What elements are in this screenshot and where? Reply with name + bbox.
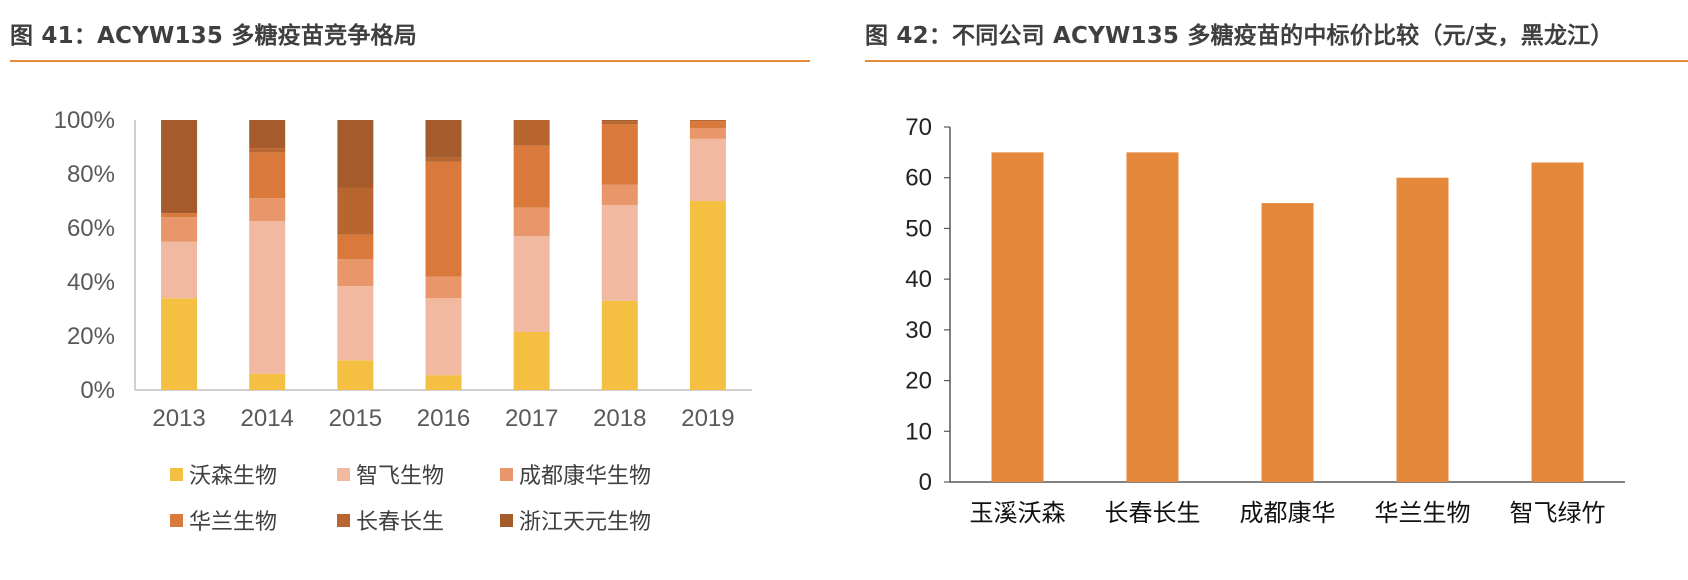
legend-item: 智飞生物 [337, 464, 444, 489]
right-figure-title: 图 42：不同公司 ACYW135 多糖疫苗的中标价比较（元/支，黑龙江） [865, 23, 1614, 49]
bar-segment [249, 120, 286, 149]
bar-segment [337, 360, 374, 390]
legend-label: 华兰生物 [189, 510, 277, 535]
x-tick-label: 2016 [417, 405, 470, 432]
y-tick-label: 60% [67, 215, 115, 242]
left-figure-title: 图 41：ACYW135 多糖疫苗竞争格局 [10, 23, 417, 49]
bar-segment [689, 128, 726, 139]
bar-segment [249, 221, 286, 374]
bar-segment [601, 124, 638, 185]
bar-segment [513, 236, 550, 332]
bar-segment [601, 205, 638, 301]
bar-segment [425, 157, 462, 162]
x-tick-label: 2017 [505, 405, 558, 432]
bar-segment [513, 145, 550, 208]
price-bar [991, 152, 1044, 482]
price-bar [1261, 203, 1314, 483]
bar-segment [249, 373, 286, 390]
legend-swatch [337, 468, 350, 481]
price-bar [1531, 162, 1584, 482]
bar-segment [249, 152, 286, 199]
legend-label: 沃森生物 [189, 464, 277, 489]
y-tick-label: 30 [905, 317, 932, 344]
legend-swatch [170, 514, 183, 527]
bar-segment [337, 187, 374, 235]
y-tick-label: 0% [80, 377, 115, 404]
x-tick-label: 2019 [681, 405, 734, 432]
bar-segment [689, 121, 726, 129]
stacked-bar-chart: 0% 20% 40% 60% 80% 100% 2013 2014 2015 2016 2017 20… [54, 107, 752, 535]
y-tick-label: 100% [54, 107, 115, 134]
bar-segment [513, 331, 550, 390]
x-tick-label: 玉溪沃森 [970, 499, 1066, 527]
bar-segment [601, 300, 638, 390]
x-tick-label: 华兰生物 [1375, 499, 1471, 527]
legend-label: 长春长生 [356, 510, 444, 535]
x-tick-label: 智飞绿竹 [1510, 499, 1606, 527]
legend-item: 浙江天元生物 [500, 510, 651, 535]
legend-label: 浙江天元生物 [519, 510, 651, 535]
right-figure-panel: 图 42：不同公司 ACYW135 多糖疫苗的中标价比较（元/支，黑龙江） 0 1… [855, 0, 1688, 580]
legend-label: 成都康华生物 [519, 464, 651, 489]
bar-segment [425, 375, 462, 390]
legend-label: 智飞生物 [356, 464, 444, 489]
y-tick-label: 0 [919, 469, 932, 496]
bar-segment [601, 184, 638, 206]
legend-item: 成都康华生物 [500, 464, 651, 489]
bar-segment [689, 120, 726, 122]
y-tick-label: 40 [905, 266, 932, 293]
bar-segment [161, 120, 198, 214]
bar-segment [601, 120, 638, 122]
x-tick-label: 成都康华 [1240, 499, 1336, 527]
bar-segment [425, 298, 462, 376]
price-bar-chart: 0 10 20 30 40 50 60 70 玉溪沃森 长春长生 成都康华 华兰生物 智飞绿竹 [905, 114, 1625, 527]
x-tick-label: 长春长生 [1105, 499, 1201, 527]
x-tick-label: 2013 [152, 405, 205, 432]
x-tick-label: 2018 [593, 405, 646, 432]
bar-segment [513, 120, 550, 146]
bar-segment [337, 120, 374, 188]
y-tick-label: 10 [905, 418, 932, 445]
bar-segment [249, 148, 286, 153]
bar-segment [513, 207, 550, 237]
y-tick-label: 80% [67, 161, 115, 188]
bar-segment [161, 217, 198, 242]
bar-segment [337, 259, 374, 287]
bar-segment [161, 241, 198, 299]
left-figure-panel: 图 41：ACYW135 多糖疫苗竞争格局 0% 20% 40% 60% 80% 100%… [0, 0, 810, 580]
legend-swatch [337, 514, 350, 527]
bar-segment [337, 286, 374, 361]
price-bar [1396, 177, 1449, 482]
legend-item: 华兰生物 [170, 510, 277, 535]
x-tick-label: 2014 [241, 405, 294, 432]
bar-segment [161, 213, 198, 218]
bar-segment [249, 198, 286, 222]
bar-segment [425, 120, 462, 158]
x-tick-label: 2015 [329, 405, 382, 432]
y-tick-label: 20 [905, 368, 932, 395]
legend-item: 长春长生 [337, 510, 444, 535]
y-tick-label: 60 [905, 165, 932, 192]
bar-segment [689, 201, 726, 390]
bar-segment [689, 138, 726, 201]
y-tick-label: 20% [67, 323, 115, 350]
legend-swatch [500, 514, 513, 527]
bar-segment [161, 298, 198, 390]
legend-swatch [170, 468, 183, 481]
price-bar [1126, 152, 1179, 482]
bar-segment [601, 121, 638, 125]
bar-segment [425, 276, 462, 299]
bar-segment [425, 161, 462, 277]
y-tick-label: 70 [905, 114, 932, 141]
left-figure-divider [10, 60, 810, 62]
legend-swatch [500, 468, 513, 481]
bar-segment [337, 234, 374, 260]
y-tick-label: 50 [905, 215, 932, 242]
legend-item: 沃森生物 [170, 464, 277, 489]
y-tick-label: 40% [67, 269, 115, 296]
right-figure-divider [865, 60, 1688, 62]
